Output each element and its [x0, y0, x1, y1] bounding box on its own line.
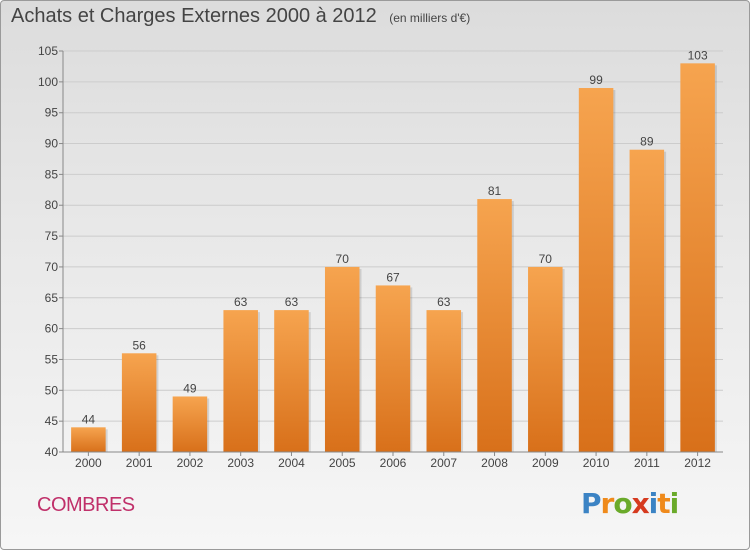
logo-letter: i [648, 487, 659, 520]
data-label: 63 [234, 295, 248, 309]
x-tick-label: 2003 [227, 456, 254, 470]
data-label: 99 [589, 73, 603, 87]
logo-letter: r [600, 487, 615, 520]
x-tick-label: 2007 [430, 456, 457, 470]
bar [528, 266, 563, 452]
commune-name: COMBRES [37, 494, 135, 516]
logo-letter: i [669, 487, 680, 520]
bar [274, 310, 309, 452]
bar [629, 149, 665, 452]
bar [223, 310, 258, 452]
logo-letter: x [631, 487, 650, 520]
y-tick-label: 85 [45, 167, 59, 181]
data-label: 49 [183, 381, 197, 395]
x-tick-label: 2002 [177, 456, 204, 470]
logo-letter: t [657, 487, 670, 520]
proxiti-logo: Proxiti [581, 487, 680, 520]
data-label: 89 [640, 135, 654, 149]
logo-letter: o [613, 487, 632, 520]
y-tick-label: 55 [45, 352, 59, 366]
y-tick-label: 90 [45, 137, 59, 151]
bar [324, 266, 360, 452]
x-tick-label: 2005 [329, 456, 356, 470]
data-label: 63 [437, 295, 451, 309]
y-tick-label: 105 [38, 44, 58, 58]
data-label: 70 [336, 252, 350, 266]
data-label: 103 [688, 48, 708, 62]
y-tick-label: 50 [45, 383, 59, 397]
x-tick-label: 2008 [481, 456, 508, 470]
y-tick-label: 45 [45, 414, 59, 428]
y-tick-label: 80 [45, 198, 59, 212]
y-tick-label: 40 [45, 445, 59, 459]
data-label: 70 [539, 252, 553, 266]
data-label: 81 [488, 184, 502, 198]
data-label: 44 [82, 412, 96, 426]
bar [426, 310, 462, 452]
bar [375, 285, 411, 452]
y-tick-label: 100 [38, 75, 58, 89]
data-label: 63 [285, 295, 299, 309]
y-tick-label: 95 [45, 106, 59, 120]
x-tick-label: 2010 [583, 456, 610, 470]
x-tick-label: 2011 [634, 456, 660, 470]
chart-title: Achats et Charges Externes 2000 à 2012 [11, 5, 377, 27]
bars: 44 56 49 63 63 70 67 63 81 70 99 89 103 [71, 48, 717, 452]
bar [680, 63, 715, 452]
y-tick-label: 70 [45, 260, 59, 274]
x-tick-label: 2001 [126, 456, 153, 470]
x-tick-label: 2006 [380, 456, 407, 470]
y-tick-label: 60 [45, 322, 59, 336]
x-tick-label: 2012 [684, 456, 711, 470]
y-tick-label: 75 [45, 229, 59, 243]
bar [578, 88, 614, 452]
bar [71, 427, 106, 452]
logo-letter: P [581, 487, 602, 520]
title-row: Achats et Charges Externes 2000 à 2012 (… [11, 5, 470, 28]
bar [172, 396, 208, 452]
bar [477, 199, 512, 452]
y-tick-label: 65 [45, 291, 59, 305]
x-tick-label: 2004 [278, 456, 305, 470]
chart-unit: (en milliers d'€) [389, 11, 471, 25]
x-tick-label: 2000 [75, 456, 102, 470]
x-tick-label: 2009 [532, 456, 559, 470]
data-label: 67 [386, 270, 400, 284]
data-label: 56 [132, 338, 146, 352]
bar [121, 353, 157, 452]
axes: 40 45 50 55 60 65 70 75 80 85 90 95 100 105 2000 2001 20… [38, 44, 723, 470]
